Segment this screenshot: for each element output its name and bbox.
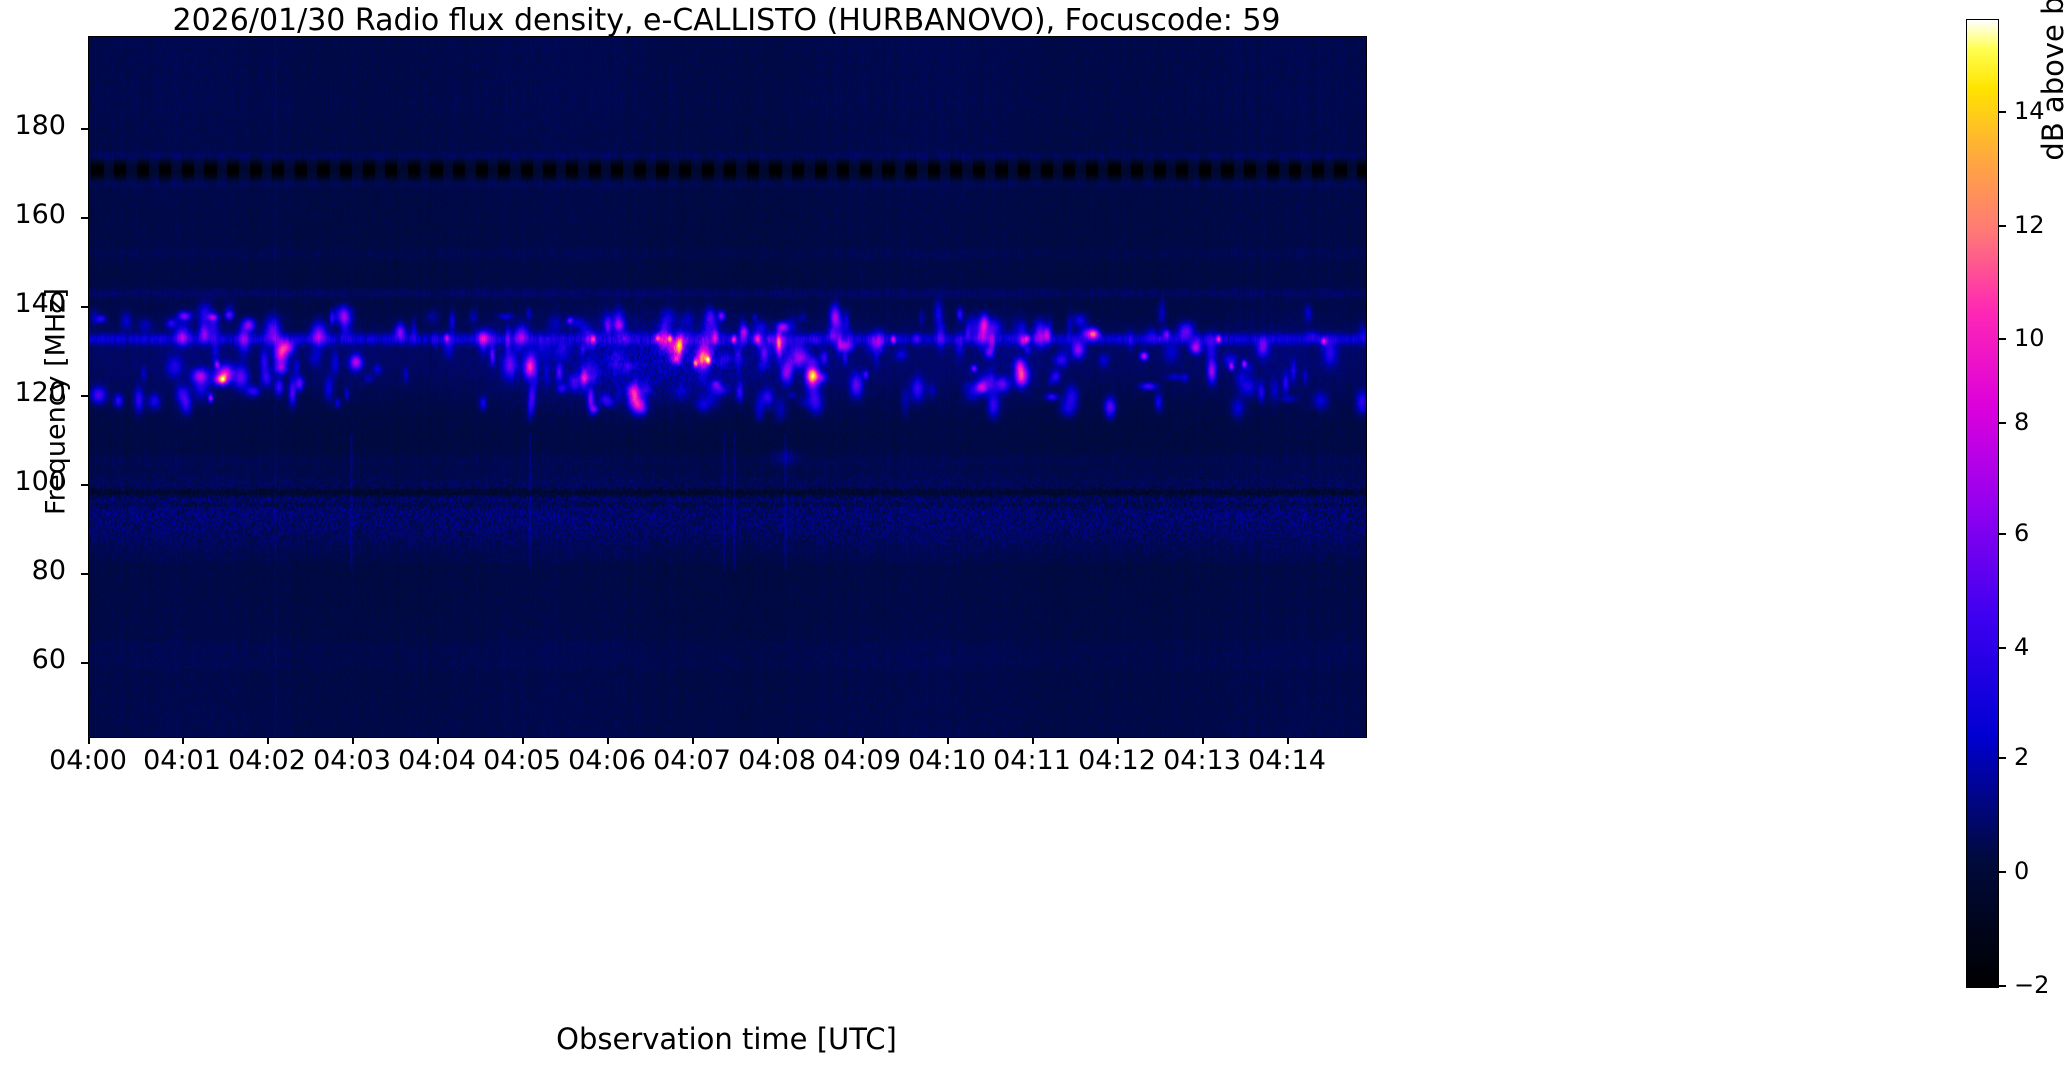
y-tick-label: 60 [31,644,66,675]
colorbar-tick-mark [1999,647,2006,649]
y-tick-label: 80 [31,555,66,586]
x-tick-mark [267,737,269,744]
x-tick-label: 04:14 [1248,745,1326,776]
y-tick-label: 100 [14,466,66,497]
x-axis-label: Observation time [UTC] [556,1022,897,1056]
colorbar-tick-mark [1999,225,2006,227]
y-tick-mark [81,217,88,219]
x-tick-mark [947,737,949,744]
x-tick-mark [1287,737,1289,744]
x-tick-label: 04:01 [143,745,221,776]
figure-title: 2026/01/30 Radio flux density, e-CALLIST… [172,3,1281,38]
x-tick-label: 04:02 [228,745,306,776]
x-tick-mark [522,737,524,744]
colorbar-tick-mark [1999,533,2006,535]
x-tick-mark [352,737,354,744]
colorbar-gradient [1967,20,1998,987]
y-tick-label: 120 [14,377,66,408]
x-tick-label: 04:06 [568,745,646,776]
colorbar-tick-label: 10 [2014,324,2045,352]
y-tick-mark [81,128,88,130]
x-tick-mark [1117,737,1119,744]
colorbar-label: dB above background [2036,0,2066,161]
colorbar-tick-mark [1999,985,2006,987]
x-tick-label: 04:09 [823,745,901,776]
x-tick-label: 04:13 [1163,745,1241,776]
colorbar-tick-label: 4 [2014,633,2030,661]
x-tick-mark [692,737,694,744]
x-tick-label: 04:10 [908,745,986,776]
colorbar-tick-label: 0 [2014,857,2030,885]
x-tick-label: 04:00 [49,745,127,776]
x-tick-mark [777,737,779,744]
x-tick-label: 04:12 [1078,745,1156,776]
x-tick-mark [1202,737,1204,744]
colorbar-tick-mark [1999,422,2006,424]
y-tick-mark [81,484,88,486]
y-tick-label: 180 [14,110,66,141]
x-tick-label: 04:03 [313,745,391,776]
y-tick-mark [81,662,88,664]
x-tick-mark [1032,737,1034,744]
colorbar[interactable] [1966,19,1999,988]
x-tick-mark [607,737,609,744]
colorbar-tick-mark [1999,871,2006,873]
x-tick-mark [88,737,90,744]
y-tick-label: 160 [14,199,66,230]
colorbar-tick-label: 2 [2014,743,2030,771]
y-tick-mark [81,306,88,308]
x-tick-label: 04:08 [738,745,816,776]
colorbar-tick-label: 8 [2014,408,2030,436]
x-tick-mark [862,737,864,744]
colorbar-tick-label: 14 [2014,97,2045,125]
y-tick-label: 140 [14,288,66,319]
y-tick-mark [81,395,88,397]
x-tick-label: 04:04 [398,745,476,776]
y-tick-mark [81,573,88,575]
colorbar-tick-mark [1999,111,2006,113]
colorbar-tick-mark [1999,338,2006,340]
colorbar-tick-label: −2 [2014,971,2050,999]
x-tick-label: 04:11 [993,745,1071,776]
colorbar-tick-label: 12 [2014,211,2045,239]
x-tick-label: 04:07 [653,745,731,776]
x-tick-mark [182,737,184,744]
spectrogram-plot-area[interactable] [88,36,1367,738]
colorbar-tick-mark [1999,757,2006,759]
spectrogram-image [89,37,1366,737]
x-tick-mark [437,737,439,744]
colorbar-tick-label: 6 [2014,519,2030,547]
x-tick-label: 04:05 [483,745,561,776]
